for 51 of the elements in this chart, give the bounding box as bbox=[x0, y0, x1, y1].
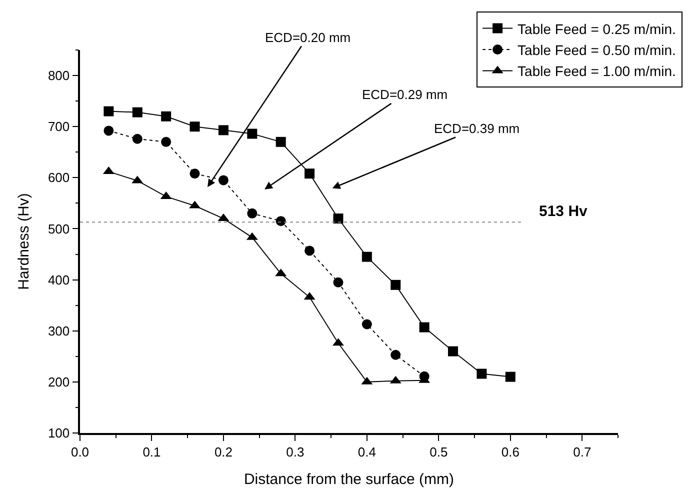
x-tick-label: 0.6 bbox=[501, 444, 520, 460]
point bbox=[218, 175, 228, 186]
point bbox=[390, 350, 401, 360]
y-tick-label: 300 bbox=[48, 323, 70, 338]
point bbox=[362, 252, 372, 262]
x-tick-label: 0.3 bbox=[286, 444, 304, 460]
point bbox=[390, 280, 401, 290]
point bbox=[333, 214, 344, 224]
point bbox=[476, 368, 487, 379]
x-tick-label: 0.5 bbox=[430, 444, 448, 460]
text: ECD=0.20 mm bbox=[265, 30, 351, 45]
y-tick-label: 500 bbox=[48, 221, 70, 236]
point bbox=[104, 126, 114, 136]
point bbox=[190, 122, 200, 132]
x-tick-label: 0.1 bbox=[142, 444, 161, 460]
point bbox=[448, 346, 458, 356]
legend-label: Table Feed = 1.00 m/min. bbox=[518, 63, 676, 80]
x-tick-label: 0.2 bbox=[214, 444, 233, 460]
y-tick-label: 400 bbox=[48, 272, 70, 288]
point bbox=[247, 208, 258, 218]
point bbox=[333, 277, 344, 288]
point bbox=[247, 128, 258, 139]
ref-line-label: 513 Hv bbox=[539, 203, 588, 220]
point bbox=[276, 136, 286, 147]
x-axis-title: Distance from the surface (mm) bbox=[244, 470, 454, 488]
point bbox=[132, 134, 142, 144]
annotation: ECD=0.29 mm bbox=[362, 87, 448, 102]
point bbox=[161, 136, 172, 147]
point bbox=[218, 125, 228, 136]
point bbox=[362, 319, 372, 330]
legend-label: Table Feed = 0.50 m/min. bbox=[518, 42, 676, 58]
x-tick-label: 0.0 bbox=[70, 444, 90, 460]
y-axis-title: Hardness (Hv) bbox=[16, 193, 33, 290]
y-tick-label: 100 bbox=[48, 426, 70, 441]
point bbox=[190, 168, 200, 179]
point bbox=[104, 106, 114, 116]
y-tick-label: 700 bbox=[48, 119, 70, 134]
y-tick-label: 200 bbox=[48, 374, 70, 390]
point bbox=[132, 107, 142, 118]
point bbox=[161, 111, 172, 122]
y-tick-label: 800 bbox=[48, 68, 70, 84]
legend-label: Table Feed = 0.25 m/min. bbox=[518, 20, 676, 37]
point bbox=[304, 168, 315, 179]
y-tick-label: 600 bbox=[48, 170, 70, 186]
annotation: ECD=0.39 mm bbox=[434, 121, 520, 136]
point bbox=[304, 246, 315, 256]
point bbox=[505, 372, 516, 382]
x-tick-label: 0.4 bbox=[358, 444, 376, 460]
x-tick-label: 0.7 bbox=[573, 444, 592, 460]
point bbox=[419, 322, 430, 332]
point bbox=[276, 216, 286, 226]
